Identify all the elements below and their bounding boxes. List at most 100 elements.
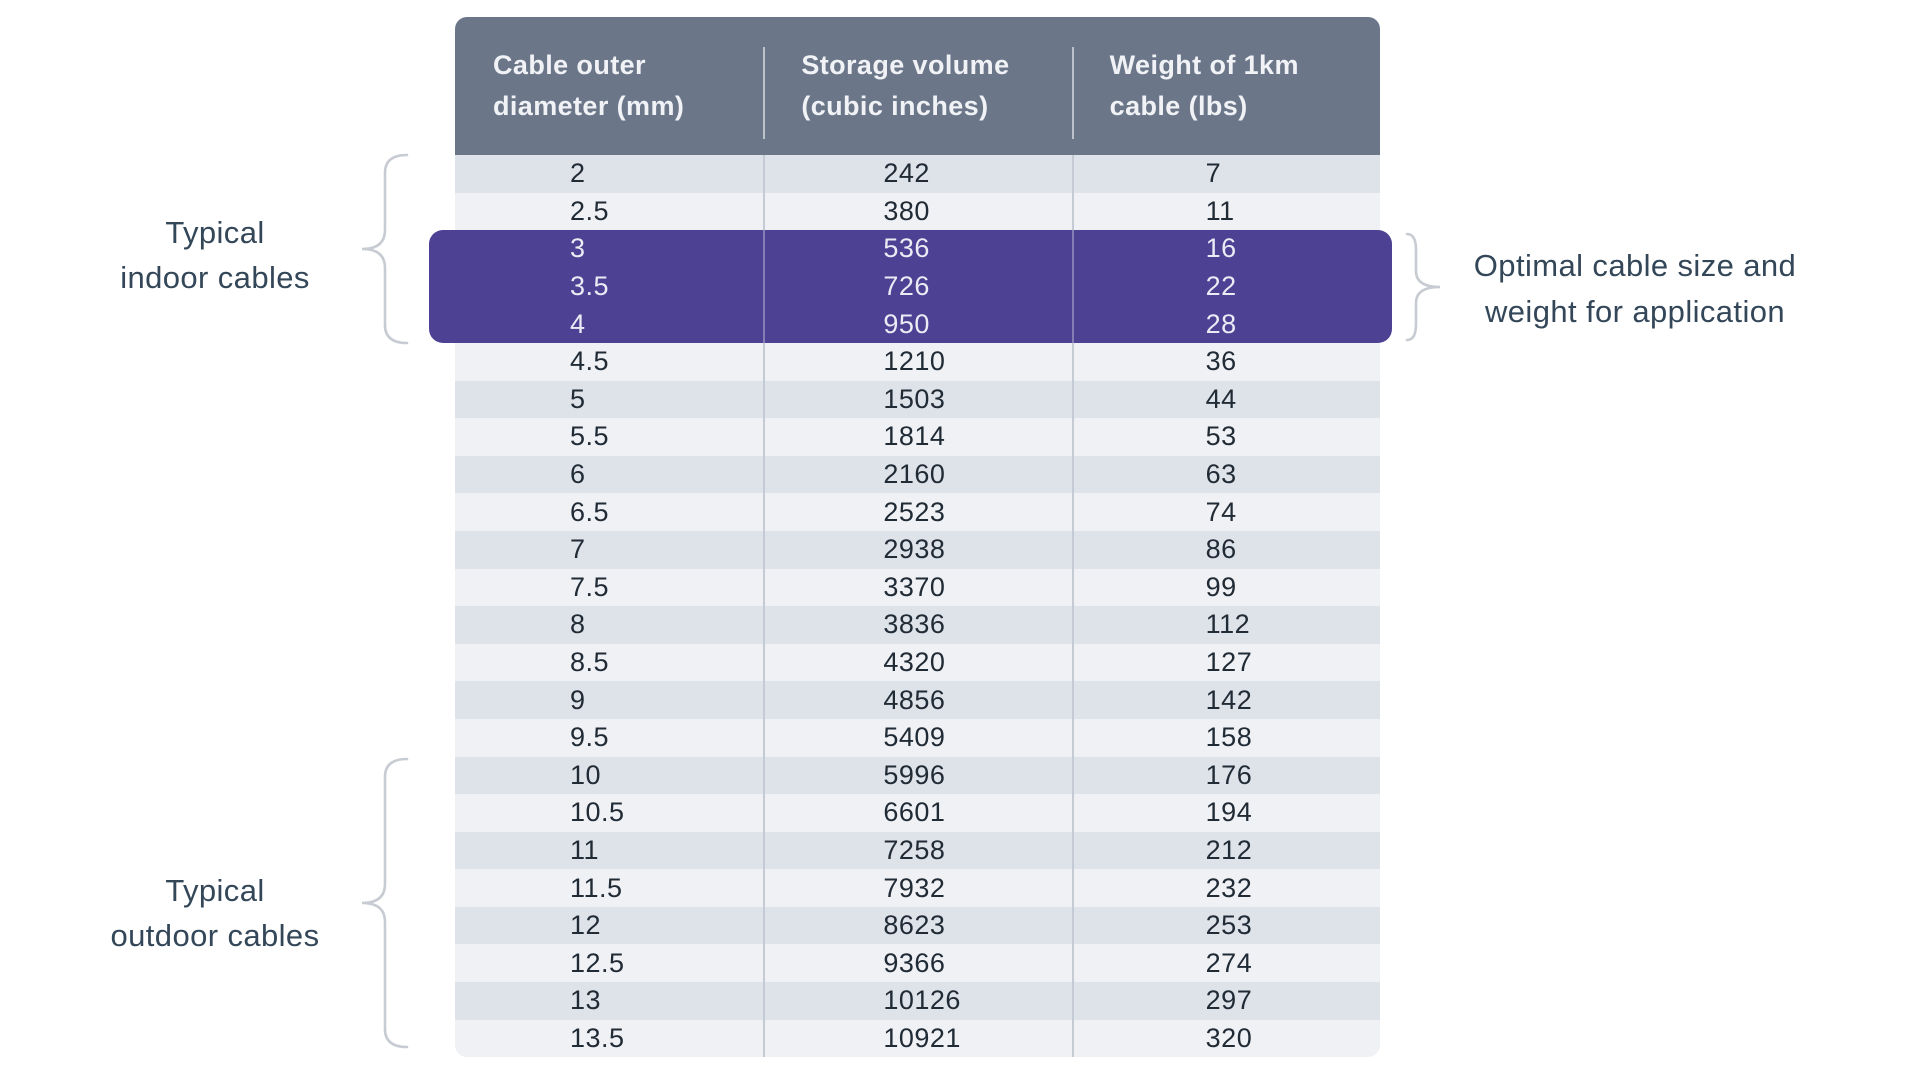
cell-weight: 16	[1071, 230, 1380, 268]
table-row: 10 5996 176	[455, 756, 1380, 795]
table-row: 13 10126 297	[455, 982, 1380, 1020]
header-line: Cable outer	[493, 50, 646, 80]
cell-diameter: 6.5	[570, 496, 610, 527]
table-row: 4.5 1210 36	[455, 342, 1380, 381]
label-line: Typical	[165, 873, 265, 908]
cell-diameter: 12	[570, 910, 602, 941]
label-typical-indoor-cables: Typical indoor cables	[60, 210, 370, 300]
cell-diameter: 13	[570, 985, 602, 1016]
cable-size-table: Cable outer diameter (mm) Storage volume…	[455, 17, 1380, 1058]
table-row: 9.5 5409 158	[455, 718, 1380, 757]
cell-diameter: 5.5	[570, 421, 610, 452]
cell-volume: 7932	[763, 869, 1071, 907]
cell-diameter: 11	[570, 834, 600, 865]
cell-volume: 242	[763, 155, 1071, 193]
cell-diameter: 4	[570, 308, 586, 339]
table-row: 4 950 28	[455, 305, 1380, 343]
cell-weight: 176	[1071, 756, 1380, 795]
label-line: Typical	[165, 215, 265, 250]
cell-diameter: 11.5	[570, 872, 623, 903]
table-row: 6 2160 63	[455, 455, 1380, 494]
table-row: 7.5 3370 99	[455, 568, 1380, 607]
cell-diameter: 13.5	[570, 1022, 625, 1053]
cell-weight: 127	[1071, 643, 1380, 682]
cell-weight: 11	[1071, 192, 1380, 231]
cell-volume: 4856	[763, 681, 1071, 719]
cell-volume: 4320	[763, 643, 1071, 682]
cell-weight: 112	[1071, 606, 1380, 644]
cell-volume: 7258	[763, 831, 1071, 870]
cell-volume: 5409	[763, 718, 1071, 757]
cell-diameter: 8	[570, 609, 586, 640]
label-line: Optimal cable size and	[1473, 248, 1797, 283]
cell-volume: 8623	[763, 906, 1071, 945]
curly-brace-optimal-icon	[1405, 232, 1441, 342]
table-row: 9 4856 142	[455, 681, 1380, 719]
cell-weight: 53	[1071, 418, 1380, 456]
cell-diameter: 7	[570, 534, 586, 565]
table-row: 12 8623 253	[455, 906, 1380, 945]
highlight-band	[429, 230, 1392, 343]
table-row: 8.5 4320 127	[455, 643, 1380, 682]
table-header: Cable outer diameter (mm) Storage volume…	[455, 17, 1380, 155]
cell-weight: 86	[1071, 530, 1380, 569]
label-line: outdoor cables	[110, 918, 320, 953]
cell-weight: 253	[1071, 906, 1380, 945]
cell-diameter: 7.5	[570, 571, 610, 602]
cell-weight: 232	[1071, 869, 1380, 907]
table-row: 8 3836 112	[455, 606, 1380, 644]
cell-weight: 297	[1071, 982, 1380, 1020]
cell-diameter: 10	[570, 759, 602, 790]
cell-volume: 2160	[763, 455, 1071, 494]
table-row: 2 242 7	[455, 155, 1380, 193]
cell-diameter: 9	[570, 684, 586, 715]
table-row: 5 1503 44	[455, 380, 1380, 419]
cell-volume: 950	[763, 305, 1071, 343]
table-row: 13.5 10921 320	[455, 1019, 1380, 1058]
cell-volume: 1503	[763, 380, 1071, 419]
cell-volume: 3370	[763, 568, 1071, 607]
cell-volume: 10126	[763, 982, 1071, 1020]
cell-volume: 1814	[763, 418, 1071, 456]
cell-volume: 2938	[763, 530, 1071, 569]
header-cable-weight: Weight of 1km cable (lbs)	[1071, 17, 1380, 155]
cell-diameter: 12.5	[570, 947, 625, 978]
cell-weight: 44	[1071, 380, 1380, 419]
cell-diameter: 5	[570, 383, 586, 414]
cell-weight: 158	[1071, 718, 1380, 757]
table-row: 10.5 6601 194	[455, 794, 1380, 832]
cell-weight: 212	[1071, 831, 1380, 870]
cell-weight: 274	[1071, 944, 1380, 983]
table-row: 11 7258 212	[455, 831, 1380, 870]
cell-diameter: 9.5	[570, 722, 610, 753]
header-line: Storage volume	[801, 50, 1010, 80]
table-row: 12.5 9366 274	[455, 944, 1380, 983]
cell-weight: 63	[1071, 455, 1380, 494]
header-cable-diameter: Cable outer diameter (mm)	[455, 17, 763, 155]
header-storage-volume: Storage volume (cubic inches)	[763, 17, 1071, 155]
cell-weight: 36	[1071, 342, 1380, 381]
cell-weight: 99	[1071, 568, 1380, 607]
header-line: Weight of 1km	[1109, 50, 1299, 80]
cell-diameter: 3	[570, 233, 586, 264]
cell-weight: 22	[1071, 267, 1380, 306]
table-row: 7 2938 86	[455, 530, 1380, 569]
table-row: 3.5 726 22	[455, 267, 1380, 306]
header-line: (cubic inches)	[801, 91, 989, 121]
cell-volume: 726	[763, 267, 1071, 306]
cell-volume: 6601	[763, 794, 1071, 832]
cell-volume: 5996	[763, 756, 1071, 795]
label-typical-outdoor-cables: Typical outdoor cables	[55, 868, 375, 958]
cell-weight: 74	[1071, 493, 1380, 531]
cell-volume: 2523	[763, 493, 1071, 531]
header-line: cable (lbs)	[1109, 91, 1248, 121]
cell-volume: 3836	[763, 606, 1071, 644]
label-line: indoor cables	[120, 260, 310, 295]
cell-diameter: 10.5	[570, 797, 625, 828]
cell-diameter: 4.5	[570, 346, 610, 377]
cell-weight: 142	[1071, 681, 1380, 719]
cell-volume: 536	[763, 230, 1071, 268]
cell-diameter: 8.5	[570, 647, 610, 678]
table-row: 5.5 1814 53	[455, 418, 1380, 456]
